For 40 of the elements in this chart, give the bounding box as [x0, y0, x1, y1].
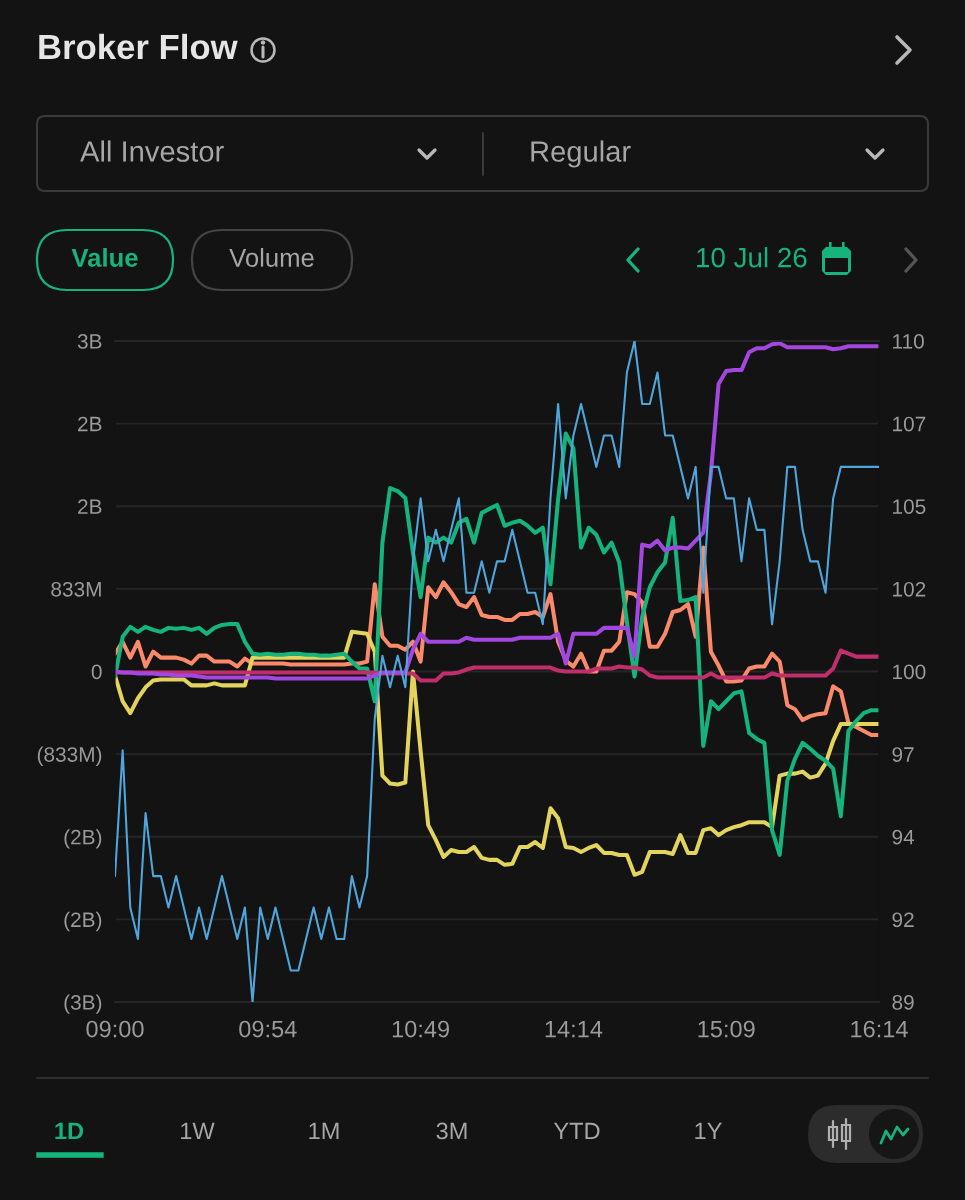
- y2-tick-label: 100: [893, 664, 926, 680]
- y-tick-label: 2B: [78, 499, 102, 514]
- y-tick-label: 2B: [78, 416, 102, 432]
- text: 10 Jul 26: [697, 247, 807, 268]
- y2-tick-label: 94: [892, 829, 915, 845]
- text: Value: [71, 248, 138, 267]
- x-tick-label: 09:00: [86, 1020, 144, 1038]
- y2-tick-label: 102: [893, 581, 926, 597]
- y-tick-label: (3B): [64, 994, 102, 1014]
- line-series: [115, 341, 879, 1002]
- chart-title: Broker Flow: [39, 33, 238, 60]
- text: 1W: [181, 1122, 215, 1140]
- text: 1M: [309, 1122, 339, 1140]
- x-tick-label: 09:54: [239, 1020, 297, 1038]
- text: YTD: [553, 1122, 600, 1140]
- text: Volume: [229, 248, 314, 267]
- y-tick-label: (833M): [37, 746, 102, 766]
- y-tick-label: 0: [91, 664, 102, 680]
- text: Regular: [531, 140, 631, 168]
- y2-tick-label: 107: [893, 416, 926, 432]
- x-tick-label: 16:14: [851, 1020, 908, 1038]
- text: 3M: [436, 1122, 467, 1140]
- y2-tick-label: 110: [893, 334, 924, 349]
- line-series: [115, 431, 879, 857]
- y2-tick-label: 89: [892, 995, 914, 1010]
- y-tick-label: 3B: [77, 334, 102, 349]
- y-tick-label: (2B): [64, 911, 102, 932]
- y2-tick-label: 92: [892, 912, 914, 928]
- text: 1D: [55, 1122, 84, 1140]
- x-tick-label: 15:09: [698, 1020, 755, 1038]
- y2-tick-label: 105: [893, 499, 926, 514]
- y-tick-label: (2B): [64, 829, 102, 849]
- text: 1Y: [695, 1122, 722, 1140]
- line-series: [115, 341, 879, 681]
- x-tick-label: 10:49: [392, 1020, 450, 1038]
- y2-tick-label: 97: [892, 747, 914, 762]
- line-series: [115, 629, 879, 877]
- text: All Investor: [80, 140, 224, 162]
- y-tick-label: 833M: [51, 581, 101, 597]
- x-tick-label: 14:14: [545, 1020, 603, 1038]
